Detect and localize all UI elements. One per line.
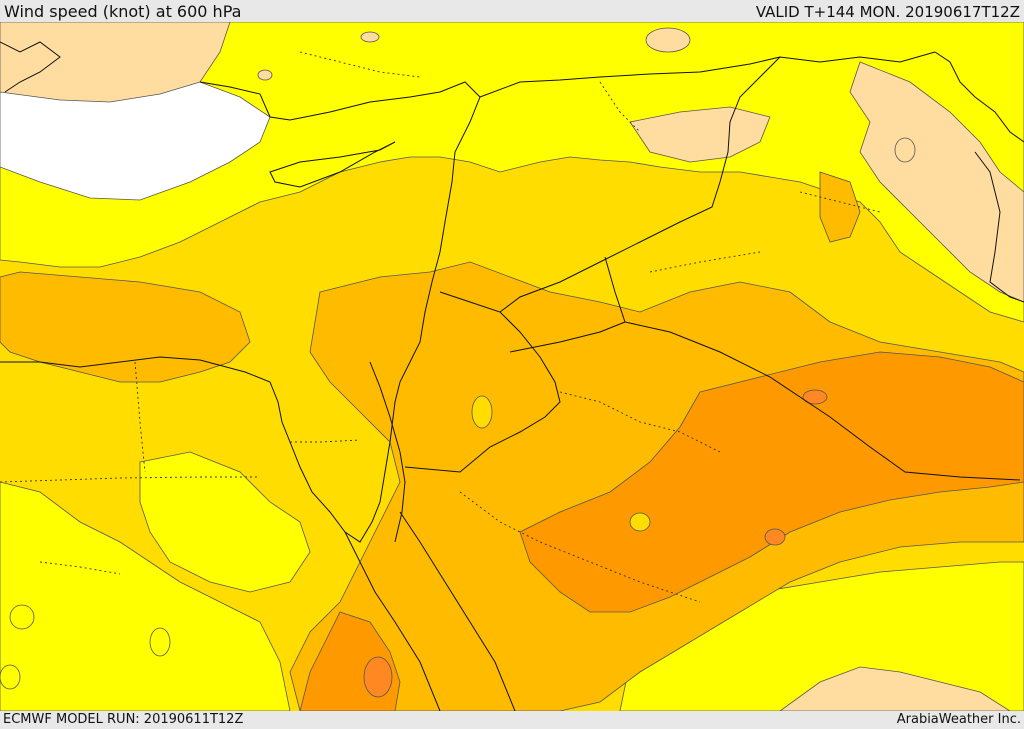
coastline-caspian-east xyxy=(934,51,1024,143)
coastline-cyprus xyxy=(269,141,396,188)
light-spot-4 xyxy=(894,137,916,163)
wind-speed-map xyxy=(0,22,1024,711)
yellow-spot-5 xyxy=(0,664,21,690)
yellow-spot-4 xyxy=(9,604,35,630)
border-jordan xyxy=(404,291,561,473)
amber-zone-east-cell xyxy=(819,171,861,243)
dark-orange-cell-2 xyxy=(363,656,393,698)
light-spot-2 xyxy=(360,31,380,43)
light-zone-northeast xyxy=(849,61,1024,303)
coastline-gulf xyxy=(974,151,1024,303)
model-run-label: ECMWF MODEL RUN: 20190611T12Z xyxy=(3,712,244,727)
border-egypt-israel xyxy=(369,361,401,453)
border-jordan-saudi xyxy=(509,321,626,353)
yellow-zone-southwest xyxy=(0,481,291,711)
coastline-turkey-aegean xyxy=(0,41,271,118)
yellow-zone-north xyxy=(0,22,1024,323)
map-title: Wind speed (knot) at 600 hPa xyxy=(4,2,242,21)
footer-bar: ECMWF MODEL RUN: 20190611T12Z ArabiaWeat… xyxy=(0,711,1024,729)
light-spot-3 xyxy=(645,27,691,53)
dark-orange-cell-3 xyxy=(764,528,786,546)
yellow-spot-3 xyxy=(149,627,171,657)
light-zone-south xyxy=(779,666,1011,711)
border-iraq-saudi xyxy=(604,256,1021,481)
light-zone-syria xyxy=(629,106,771,163)
valid-time: VALID T+144 MON. 20190617T12Z xyxy=(755,3,1020,21)
yellow-spot-1 xyxy=(629,512,651,532)
orange-zone-main xyxy=(519,351,1024,613)
header-bar: Wind speed (knot) at 600 hPa VALID T+144… xyxy=(0,0,1024,22)
yellow-spot-2 xyxy=(471,395,493,429)
border-syria-iraq xyxy=(499,56,781,313)
light-spot-1 xyxy=(257,69,273,81)
coastline-gulf-aqaba xyxy=(394,451,406,543)
border-turkey-syria xyxy=(479,51,936,98)
dark-orange-cell-1 xyxy=(802,389,828,405)
coastline-levant xyxy=(0,81,481,543)
dotted-boundaries xyxy=(0,51,881,603)
coastline-red-sea xyxy=(344,511,516,711)
amber-zone-west-lobe xyxy=(0,271,251,383)
yellow-zone-west-mid xyxy=(139,451,311,593)
sea-white-area xyxy=(0,81,271,201)
credit-label: ArabiaWeather Inc. xyxy=(896,712,1021,727)
